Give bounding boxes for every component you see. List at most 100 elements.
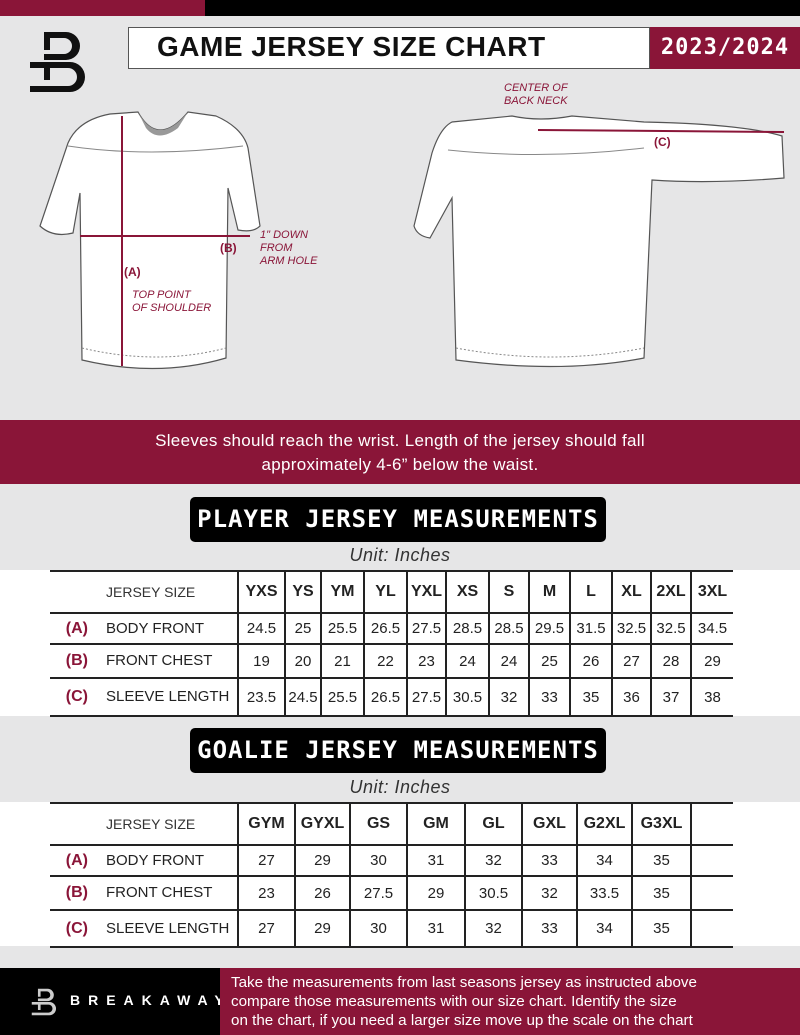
size-header: YS bbox=[284, 571, 321, 613]
table-row: (C) SLEEVE LENGTH 27 29 30 31 32 33 34 35 bbox=[50, 910, 733, 947]
note-line: OF SHOULDER bbox=[132, 302, 212, 314]
table-cell: 29.5 bbox=[528, 613, 570, 644]
table-cell: 19 bbox=[237, 644, 285, 678]
table-cell: 29 bbox=[690, 644, 733, 678]
breakaway-footer-logo-icon bbox=[31, 988, 57, 1016]
top-bar bbox=[205, 0, 800, 16]
page-title: GAME JERSEY SIZE CHART bbox=[128, 27, 650, 69]
table-cell: 28.5 bbox=[445, 613, 489, 644]
size-header: GS bbox=[349, 803, 407, 845]
instruction-line: approximately 4-6” below the waist. bbox=[261, 455, 539, 474]
table-cell: 31 bbox=[406, 845, 465, 876]
table-cell: 37 bbox=[650, 678, 691, 716]
table-cell: 31 bbox=[406, 910, 465, 947]
size-header: S bbox=[488, 571, 529, 613]
table-cell: 24 bbox=[445, 644, 489, 678]
size-header bbox=[690, 803, 733, 845]
season-label: 2023/2024 bbox=[650, 27, 800, 69]
measure-letter: (C) bbox=[65, 688, 88, 705]
table-cell: 27 bbox=[237, 910, 295, 947]
table-cell: 30.5 bbox=[464, 876, 522, 910]
player-unit: Unit: Inches bbox=[349, 545, 451, 565]
goalie-size-table: JERSEY SIZE GYM GYXL GS GM GL GXL G2XL G3XL (A) BO… bbox=[50, 802, 733, 948]
measure-label: BODY FRONT bbox=[106, 851, 205, 869]
measure-letter: (C) bbox=[65, 919, 88, 937]
table-cell: 21 bbox=[320, 644, 364, 678]
table-cell: 22 bbox=[363, 644, 407, 678]
measure-label: SLEEVE LENGTH bbox=[106, 688, 230, 705]
footer-line: Take the measurements from last seasons … bbox=[231, 974, 697, 991]
table-cell bbox=[690, 910, 733, 947]
size-header: XS bbox=[445, 571, 489, 613]
table-cell: 26 bbox=[294, 876, 350, 910]
size-header: YXS bbox=[237, 571, 285, 613]
table-cell bbox=[690, 876, 733, 910]
table-cell: 23.5 bbox=[237, 678, 285, 716]
size-header: GL bbox=[464, 803, 522, 845]
table-cell: 24 bbox=[488, 644, 529, 678]
table-header-row: JERSEY SIZE YXS YS YM YL YXL XS S M L XL 2XL 3XL bbox=[50, 571, 733, 613]
table-cell: 34 bbox=[576, 845, 632, 876]
brand-name: BREAKAWAY bbox=[70, 992, 232, 1008]
table-cell: 25 bbox=[284, 613, 321, 644]
label-c: (C) bbox=[654, 135, 671, 149]
size-header: GXL bbox=[521, 803, 577, 845]
measure-letter: (B) bbox=[65, 884, 88, 901]
table-row: (B) FRONT CHEST 23 26 27.5 29 30.5 32 33.5 35 bbox=[50, 876, 733, 910]
table-cell: 31.5 bbox=[569, 613, 612, 644]
player-heading: PLAYER JERSEY MEASUREMENTS bbox=[190, 497, 606, 542]
table-row: (A) BODY FRONT 27 29 30 31 32 33 34 35 bbox=[50, 845, 733, 876]
measure-letter: (A) bbox=[65, 619, 88, 637]
table-cell: 32 bbox=[464, 910, 522, 947]
goalie-unit: Unit: Inches bbox=[349, 777, 451, 797]
table-cell: 20 bbox=[284, 644, 321, 678]
note-a: TOP POINT OF SHOULDER bbox=[132, 289, 211, 315]
front-jersey-diagram bbox=[39, 111, 261, 370]
table-cell: 26 bbox=[569, 644, 612, 678]
table-cell: 26.5 bbox=[363, 678, 407, 716]
goalie-heading: GOALIE JERSEY MEASUREMENTS bbox=[190, 728, 606, 773]
label-b: (B) bbox=[220, 241, 237, 255]
table-cell: 27 bbox=[237, 845, 295, 876]
table-cell: 34.5 bbox=[690, 613, 733, 644]
table-cell: 30 bbox=[349, 910, 407, 947]
table-cell: 33.5 bbox=[576, 876, 632, 910]
table-cell: 23 bbox=[406, 644, 446, 678]
table-cell: 25.5 bbox=[320, 678, 364, 716]
measure-label: BODY FRONT bbox=[106, 619, 205, 637]
table-cell: 33 bbox=[528, 678, 570, 716]
note-line: ARM HOLE bbox=[260, 255, 318, 267]
top-bar-accent bbox=[0, 0, 205, 16]
size-header: YM bbox=[320, 571, 364, 613]
measure-label: FRONT CHEST bbox=[106, 884, 213, 901]
measure-letter: (B) bbox=[65, 652, 88, 669]
table-cell: 25.5 bbox=[320, 613, 364, 644]
table-cell: 35 bbox=[631, 876, 691, 910]
table-cell: 33 bbox=[521, 845, 577, 876]
table-cell: 27.5 bbox=[406, 678, 446, 716]
size-header: L bbox=[569, 571, 612, 613]
table-cell: 26.5 bbox=[363, 613, 407, 644]
player-size-table: JERSEY SIZE YXS YS YM YL YXL XS S M L XL 2XL 3XL (A) B… bbox=[50, 570, 733, 717]
size-header: GM bbox=[406, 803, 465, 845]
table-cell: 34 bbox=[576, 910, 632, 947]
table-cell: 38 bbox=[690, 678, 733, 716]
table-cell: 32.5 bbox=[650, 613, 691, 644]
table-row: (A) BODY FRONT 24.5 25 25.5 26.5 27.5 28.5 28.5 2… bbox=[50, 613, 733, 644]
table-cell: 27.5 bbox=[406, 613, 446, 644]
table-cell: 30 bbox=[349, 845, 407, 876]
breakaway-logo-icon bbox=[30, 32, 85, 92]
table-header-row: JERSEY SIZE GYM GYXL GS GM GL GXL G2XL G3XL bbox=[50, 803, 733, 845]
measure-label: FRONT CHEST bbox=[106, 652, 213, 669]
jersey-size-label: JERSEY SIZE bbox=[106, 584, 196, 600]
footer-instructions: Take the measurements from last seasons … bbox=[220, 968, 800, 1035]
size-header: GYM bbox=[237, 803, 295, 845]
footer-line: compare those measurements with our size… bbox=[231, 993, 677, 1010]
size-header: GYXL bbox=[294, 803, 350, 845]
size-header: M bbox=[528, 571, 570, 613]
table-cell: 28 bbox=[650, 644, 691, 678]
table-cell: 32 bbox=[488, 678, 529, 716]
table-cell: 33 bbox=[521, 910, 577, 947]
table-cell: 24.5 bbox=[237, 613, 285, 644]
table-row: (C) SLEEVE LENGTH 23.5 24.5 25.5 26.5 27.5 30.5… bbox=[50, 678, 733, 716]
